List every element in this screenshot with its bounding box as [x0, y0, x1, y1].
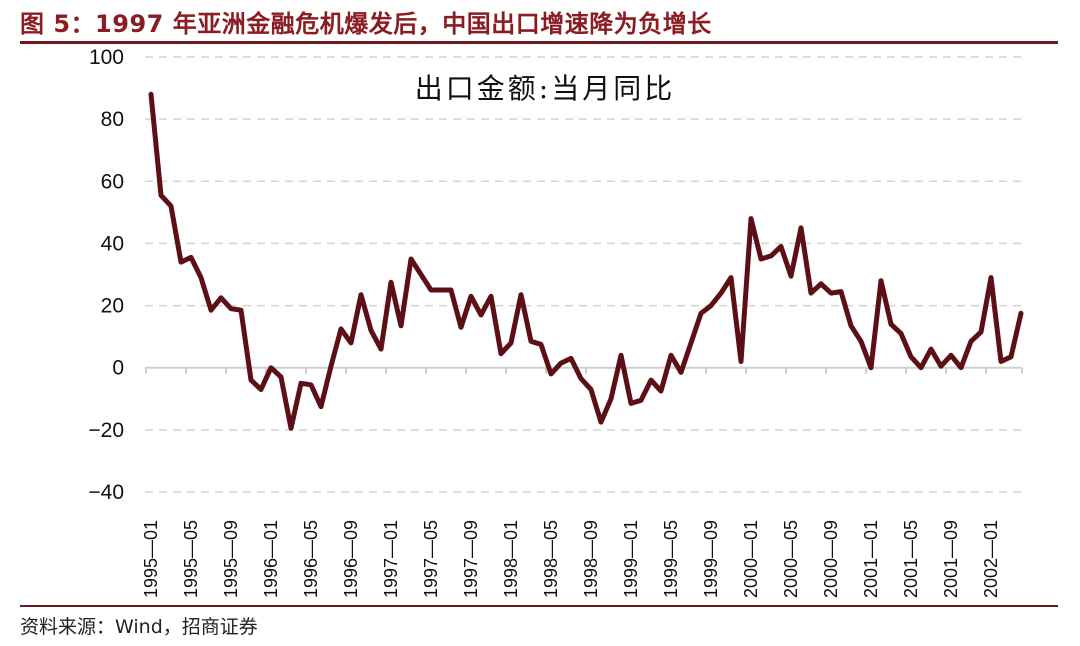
x-tick-label: 1995—01	[141, 520, 161, 598]
chart-title: 出口金额:当月同比	[415, 72, 675, 105]
x-tick-label: 1998—01	[501, 520, 521, 598]
x-tick-label: 2000—01	[741, 520, 761, 598]
x-tick-label: 1996—01	[261, 520, 281, 598]
x-tick-label: 2002—01	[981, 520, 1001, 598]
x-tick-label: 1996—09	[341, 520, 361, 598]
y-tick-label: 20	[101, 295, 124, 318]
source-note: 资料来源：Wind，招商证券	[20, 616, 258, 638]
x-axis: 1995—01 1995—05 1995—09 1996—01 1996—05 1996—…	[141, 367, 1023, 598]
y-tick-label: 100	[89, 46, 124, 69]
x-tick-label: 1999—05	[661, 520, 681, 598]
x-tick-label: 2000—05	[781, 520, 801, 598]
x-tick-label: 1999—01	[621, 520, 641, 598]
x-tick-label: 1996—05	[301, 520, 321, 598]
x-tick-label: 1999—09	[701, 520, 721, 598]
gridlines	[145, 56, 1022, 493]
top-rule	[20, 41, 1058, 44]
y-tick-label: 40	[101, 232, 124, 255]
bottom-rule	[20, 605, 1058, 607]
x-tick-label: 2001—05	[901, 520, 921, 598]
y-tick-label: −20	[88, 419, 124, 442]
x-tick-label: 1998—09	[581, 520, 601, 598]
y-axis: 100 80 60 40 20 0 −20 −40	[88, 46, 124, 504]
y-tick-label: 80	[101, 108, 124, 131]
x-tick-label: 2001—01	[861, 520, 881, 598]
x-tick-label: 1997—09	[461, 520, 481, 598]
x-tick-label: 1997—05	[421, 520, 441, 598]
x-tick-label: 1997—01	[381, 520, 401, 598]
figure-title: 图 5：1997 年亚洲金融危机爆发后，中国出口增速降为负增长	[20, 10, 712, 38]
y-tick-label: −40	[88, 481, 124, 504]
y-tick-label: 60	[101, 170, 124, 193]
x-tick-label: 1995—09	[221, 520, 241, 598]
x-tick-label: 2000—09	[821, 520, 841, 598]
x-tick-label: 2001—09	[941, 520, 961, 598]
x-tick-label: 1998—05	[541, 520, 561, 598]
x-tick-label: 1995—05	[181, 520, 201, 598]
y-tick-label: 0	[112, 357, 124, 380]
export-yoy-line	[148, 91, 1024, 431]
